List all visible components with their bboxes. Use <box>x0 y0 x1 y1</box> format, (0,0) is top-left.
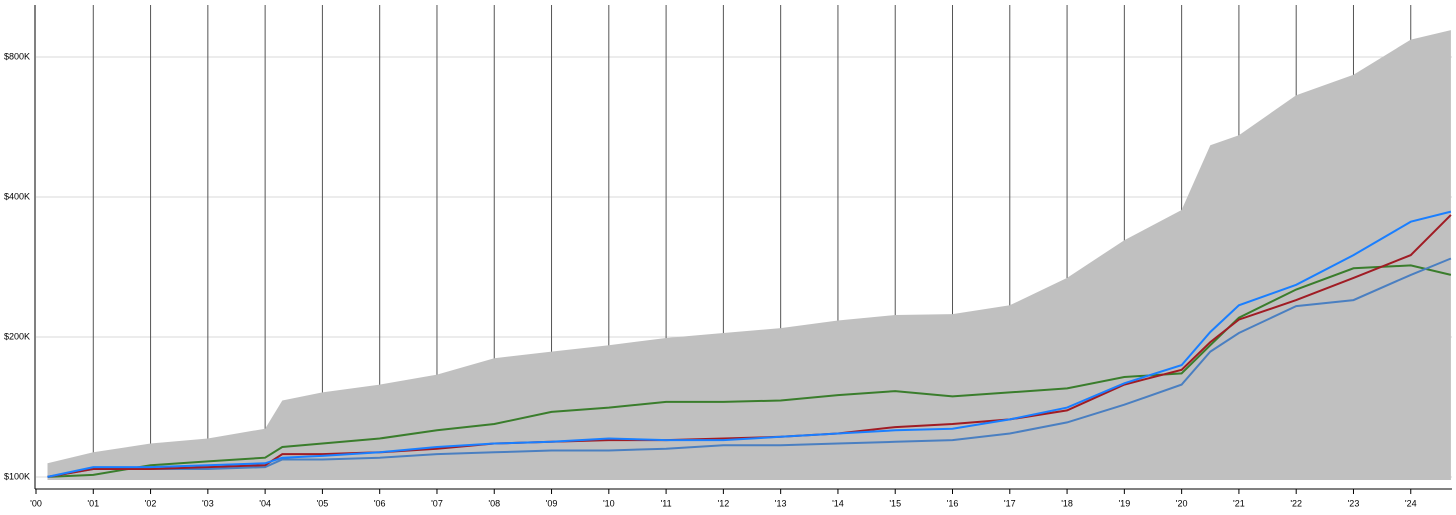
x-tick-label: '01 <box>87 498 99 508</box>
area <box>47 30 1451 480</box>
x-tick-label: '20 <box>1176 498 1188 508</box>
x-tick-label: '22 <box>1290 498 1302 508</box>
x-tick-label: '21 <box>1233 498 1245 508</box>
y-tick-label: $200K <box>4 331 30 341</box>
x-tick-label: '14 <box>832 498 844 508</box>
x-tick-label: '00 <box>30 498 42 508</box>
x-tick-label: '04 <box>259 498 271 508</box>
x-tick-label: '08 <box>488 498 500 508</box>
x-tick-label: '12 <box>718 498 730 508</box>
x-tick-label: '15 <box>889 498 901 508</box>
x-tick-label: '19 <box>1118 498 1130 508</box>
line <box>47 210 1452 478</box>
x-tick-label: '23 <box>1348 498 1360 508</box>
x-tick-label: '06 <box>374 498 386 508</box>
y-tick-label: $100K <box>4 471 30 481</box>
x-tick-label: '18 <box>1061 498 1073 508</box>
x-tick-label: '10 <box>603 498 615 508</box>
x-tick-label: '24 <box>1405 498 1417 508</box>
line <box>47 257 1452 478</box>
x-tick-label: '07 <box>431 498 443 508</box>
x-tick-label: '02 <box>145 498 157 508</box>
x-tick-label: '09 <box>546 498 558 508</box>
y-tick-label: $400K <box>4 191 30 201</box>
x-tick-label: '17 <box>1004 498 1016 508</box>
x-tick-label: '05 <box>317 498 329 508</box>
y-tick-label: $800K <box>4 51 30 61</box>
x-tick-label: '11 <box>661 498 672 508</box>
x-tick-label: '13 <box>775 498 787 508</box>
x-tick-label: '16 <box>947 498 959 508</box>
x-tick-label: '03 <box>202 498 214 508</box>
